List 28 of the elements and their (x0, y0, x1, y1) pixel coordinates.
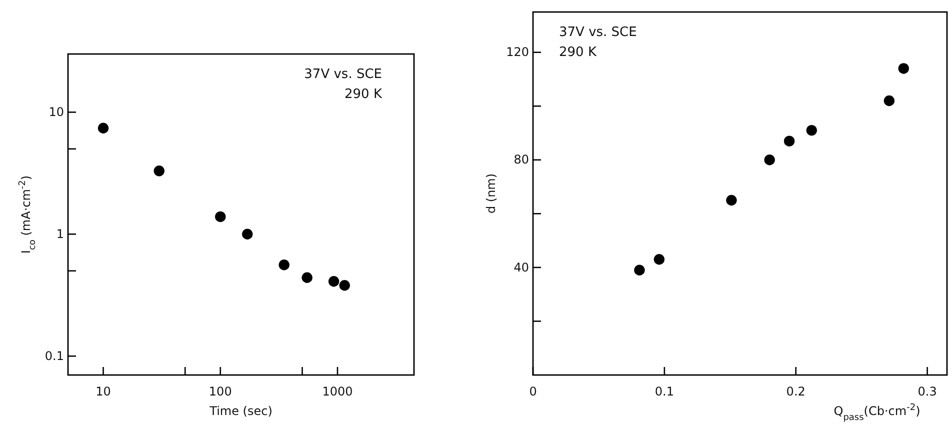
y-tick-label: 10 (48, 105, 64, 120)
x-axis-title: Q$_{pass}$(Cb·cm$^{-2}$) (834, 403, 920, 423)
y-tick-label: 1 (56, 226, 64, 241)
x-tick-label: 0.1 (654, 384, 674, 399)
x-tick-label: 1000 (322, 384, 353, 399)
point (726, 194, 737, 206)
annotation: 290 K (344, 87, 382, 102)
y-tick-label: 80 (514, 152, 529, 167)
point (764, 154, 775, 166)
point (898, 63, 909, 74)
x-tick-label: 100 (208, 384, 232, 399)
annotation: 37V vs. SCE (304, 67, 382, 82)
x-tick-label: 0.3 (918, 384, 937, 399)
y-tick-label: 120 (506, 45, 529, 60)
x-tick-label: 10 (96, 384, 111, 399)
point (654, 254, 665, 265)
annotation: 37V vs. SCE (559, 25, 637, 40)
y-axis-title: d (nm) (484, 173, 498, 214)
point (884, 95, 895, 106)
x-axis-title: Time (sec) (208, 404, 272, 418)
point (784, 136, 795, 146)
annotation: 290 K (559, 45, 597, 60)
x-tick-label: 0 (529, 384, 537, 399)
point (634, 264, 645, 276)
x-tick-label: 0.2 (786, 384, 806, 399)
y-tick-label: 0.1 (44, 348, 64, 363)
point (806, 124, 817, 136)
y-tick-label: 40 (514, 260, 529, 274)
